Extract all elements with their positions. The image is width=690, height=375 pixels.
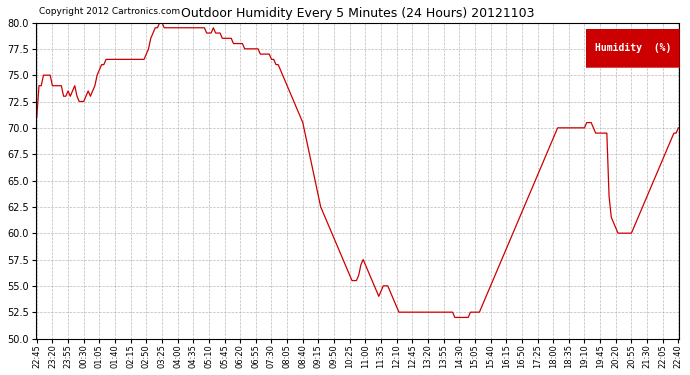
Text: Copyright 2012 Cartronics.com: Copyright 2012 Cartronics.com	[39, 7, 180, 16]
Title: Outdoor Humidity Every 5 Minutes (24 Hours) 20121103: Outdoor Humidity Every 5 Minutes (24 Hou…	[181, 7, 534, 20]
